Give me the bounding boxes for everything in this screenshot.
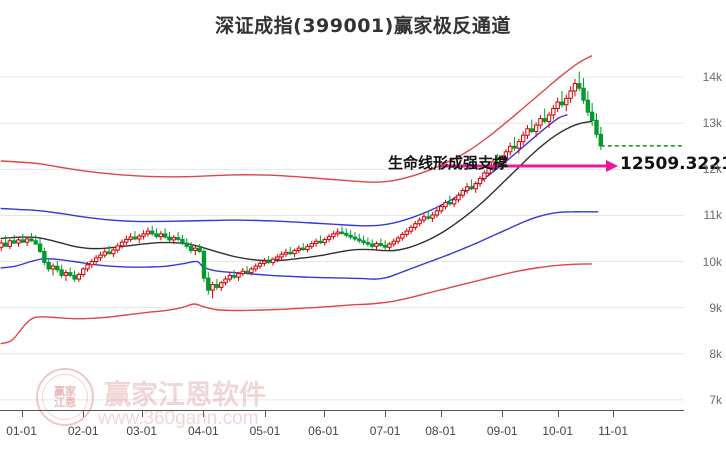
x-axis-tick-label: 08-01 (425, 424, 456, 438)
current-price-label: 12509.3221 (620, 154, 726, 174)
y-axis-tick-label: 11k (703, 208, 722, 223)
y-axis-tick-label: 10k (702, 254, 722, 269)
x-axis: 01-01 02-01 03-01 04-01 05-01 06-01 07-01 08-01… (0, 410, 684, 450)
x-axis-tick-label: 04-01 (187, 424, 219, 438)
gridlines (0, 76, 684, 401)
outer-upper-band-line (0, 55, 593, 183)
inner-upper-band-line (0, 114, 568, 227)
x-axis-tick-mark (385, 410, 387, 417)
x-axis-tick-label: 05-01 (249, 424, 281, 438)
x-axis-tick-mark (502, 410, 504, 417)
x-axis-tick-mark (264, 410, 266, 417)
y-axis-tick-label: 7k (709, 392, 722, 407)
x-axis-tick-mark (141, 410, 143, 417)
x-axis-tick-label: 10-01 (542, 424, 574, 438)
inner-lower-band-line (0, 211, 599, 280)
x-axis-tick-mark (83, 410, 85, 417)
plot-area (0, 55, 684, 410)
candlestick-series (0, 71, 603, 299)
y-axis-tick-label: 14k (702, 70, 722, 85)
y-axis-tick-label: 8k (709, 346, 722, 361)
x-axis-tick-label: 11-01 (598, 424, 629, 438)
x-axis-tick-label: 07-01 (369, 424, 401, 438)
annotation-note: 生命线形成强支撑 (388, 154, 509, 172)
x-axis-tick-mark (21, 410, 23, 417)
x-axis-tick-mark (557, 410, 559, 417)
x-axis-tick-mark (440, 410, 442, 417)
outer-lower-band-line (0, 263, 593, 345)
y-axis-tick-label: 12k (702, 162, 722, 177)
chart-canvas (0, 55, 684, 401)
x-axis-tick-label: 09-01 (486, 424, 518, 438)
x-axis-line (0, 410, 684, 411)
x-axis-tick-label: 06-01 (308, 424, 339, 438)
mid-line (0, 120, 593, 262)
x-axis-tick-mark (613, 410, 615, 417)
x-axis-tick-mark (323, 410, 325, 417)
x-axis-tick-label: 01-01 (6, 424, 37, 438)
y-axis: 14k 13k 12k 11k 10k 9k 8k 7k (684, 55, 726, 415)
x-axis-tick-label: 03-01 (126, 424, 158, 438)
y-axis-tick-label: 9k (709, 300, 722, 315)
x-axis-tick-mark (203, 410, 205, 417)
y-axis-tick-label: 13k (702, 116, 722, 131)
x-axis-tick-label: 02-01 (67, 424, 99, 438)
page-title: 深证成指(399001)赢家极反通道 (215, 15, 511, 37)
annotation-arrow (440, 160, 618, 172)
